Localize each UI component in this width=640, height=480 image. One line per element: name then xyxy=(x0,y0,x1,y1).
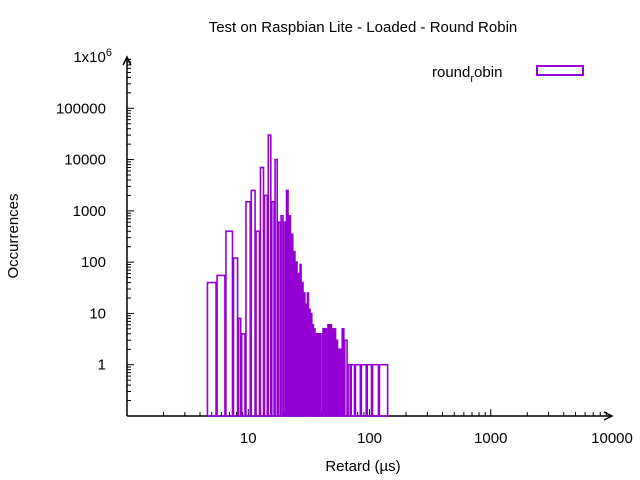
bar xyxy=(327,324,331,417)
bar xyxy=(240,333,246,417)
bar xyxy=(263,194,269,417)
bar xyxy=(290,233,294,417)
bar xyxy=(301,281,304,417)
bar xyxy=(331,328,335,417)
x-tick-label: 100 xyxy=(357,430,382,447)
bar xyxy=(274,158,278,417)
bar xyxy=(335,339,339,417)
bar xyxy=(299,263,302,417)
bar xyxy=(295,261,298,417)
bar xyxy=(339,348,343,417)
bar xyxy=(277,221,281,417)
bar xyxy=(347,363,351,417)
bar xyxy=(317,333,321,417)
bar xyxy=(232,257,239,417)
bar xyxy=(354,363,362,417)
bar xyxy=(280,215,284,417)
x-tick-label: 10 xyxy=(240,430,257,447)
y-tick-label: 1000 xyxy=(73,203,106,220)
y-tick-label: 100 xyxy=(81,254,106,271)
bar xyxy=(304,303,308,417)
bar xyxy=(319,333,323,417)
bar xyxy=(329,324,333,417)
bar xyxy=(271,201,275,417)
bar xyxy=(216,274,226,417)
x-tick-label: 10000 xyxy=(591,430,633,447)
y-tick-label: 100000 xyxy=(56,100,106,117)
bar xyxy=(250,189,256,417)
y-tick-label: 1 xyxy=(98,357,106,374)
tick-labels: 10 100 1000 10000 1 10 100 1000 10000 100000 1x106 xyxy=(56,47,633,447)
bar-series xyxy=(206,134,389,417)
bar xyxy=(350,363,356,417)
bar xyxy=(255,230,261,417)
y-tick-label: 1x106 xyxy=(73,47,112,66)
chart-title: Test on Raspbian Lite - Loaded - Round R… xyxy=(209,19,518,36)
legend-label: roundrobin xyxy=(432,64,502,85)
bar xyxy=(306,292,310,417)
bar xyxy=(324,328,328,417)
bar xyxy=(344,339,348,417)
y-axis-label: Occurrences xyxy=(5,193,22,278)
bar xyxy=(245,201,252,417)
bar xyxy=(292,250,296,417)
bar xyxy=(333,328,337,417)
bar xyxy=(322,328,326,417)
legend: roundrobin xyxy=(432,64,584,85)
bar xyxy=(225,230,234,417)
bar xyxy=(285,189,289,417)
y-tick-label: 10 xyxy=(89,305,106,322)
bar xyxy=(237,317,242,417)
bar xyxy=(341,328,345,417)
bar xyxy=(337,348,341,417)
y-tick-label: 10000 xyxy=(64,152,106,169)
bar xyxy=(283,221,287,417)
bar xyxy=(360,363,368,417)
bar xyxy=(259,166,265,417)
x-tick-label: 1000 xyxy=(474,430,507,447)
bar xyxy=(297,272,300,417)
bar xyxy=(378,363,389,417)
bar xyxy=(371,363,380,417)
bar xyxy=(303,292,306,417)
x-axis-label: Retard (µs) xyxy=(325,458,400,475)
bar xyxy=(366,363,373,417)
bar xyxy=(206,281,217,417)
legend-swatch xyxy=(536,65,584,76)
bar xyxy=(267,134,272,417)
bar xyxy=(288,215,292,417)
